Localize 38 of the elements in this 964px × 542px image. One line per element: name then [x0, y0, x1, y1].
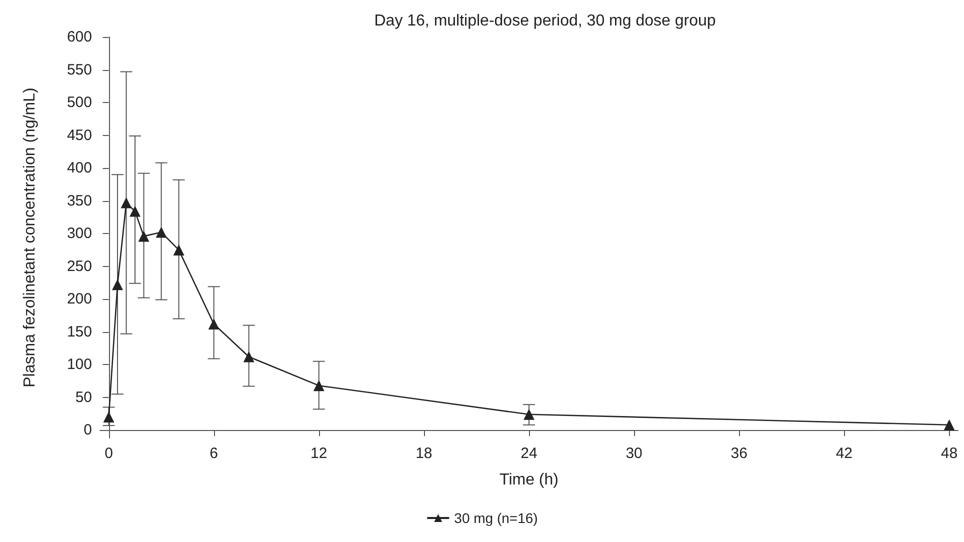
x-tick-label: 42: [836, 445, 853, 462]
y-tick-label: 600: [66, 28, 92, 46]
y-tick-label: 400: [66, 160, 92, 177]
point: [156, 226, 167, 238]
y-tick-label: 100: [66, 356, 92, 374]
x-tick-label: 18: [416, 445, 432, 462]
point: [243, 351, 254, 362]
x-tick-label: 30: [626, 445, 642, 462]
y-tick-label: 150: [66, 323, 92, 340]
y-tick-label: 450: [66, 126, 92, 144]
point: [208, 318, 220, 330]
y-tick-label: 350: [66, 192, 92, 210]
y-tick-label: 50: [75, 388, 92, 406]
point: [103, 412, 114, 423]
y-tick-label: 0: [84, 422, 92, 439]
y-tick-label: 200: [66, 290, 92, 308]
point: [130, 206, 141, 217]
y-tick-label: 500: [66, 94, 92, 112]
point: [313, 380, 324, 392]
point: [173, 244, 184, 256]
x-tick-label: 6: [210, 445, 218, 462]
legend-label: 30 mg (n=16): [454, 510, 538, 526]
point: [524, 408, 534, 420]
point: [138, 230, 150, 242]
x-axis-title: Time (h): [500, 472, 558, 488]
y-tick-label: 250: [66, 258, 92, 275]
x-tick-label: 48: [940, 445, 958, 462]
y-tick-label: 550: [66, 61, 92, 78]
point: [944, 419, 955, 430]
point: [112, 279, 124, 290]
y-tick-label: 300: [66, 225, 92, 242]
x-tick-label: 36: [730, 445, 748, 462]
x-tick-label: 24: [520, 445, 538, 462]
x-tick-label: 12: [310, 445, 328, 462]
chart-title: Day 16, multiple-dose period, 30 mg dose group: [374, 12, 716, 30]
x-tick-label: 0: [104, 445, 113, 462]
y-axis-title: Plasma fezolinetant concentration (ng/mL): [22, 88, 38, 388]
point: [120, 197, 132, 208]
